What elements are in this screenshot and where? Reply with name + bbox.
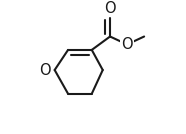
Text: O: O: [104, 1, 116, 16]
Text: O: O: [121, 37, 133, 52]
Text: O: O: [39, 62, 51, 77]
